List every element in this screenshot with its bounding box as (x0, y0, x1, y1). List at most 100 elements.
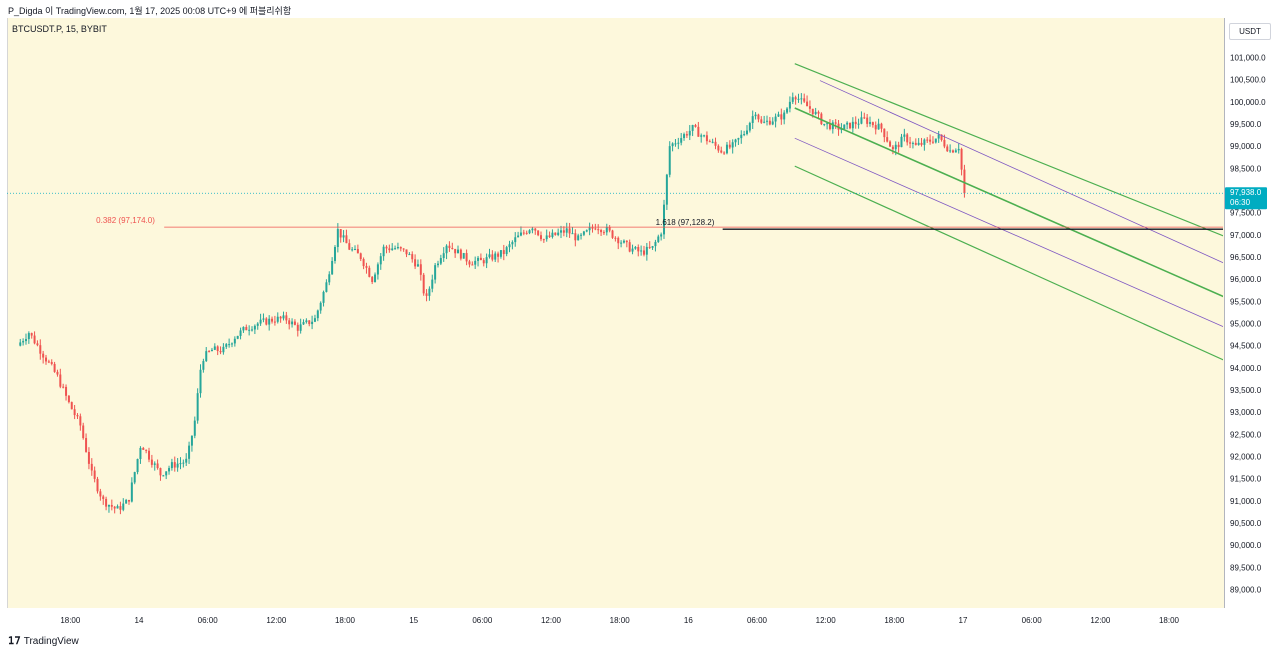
candle-body (176, 463, 179, 468)
candle-body (889, 141, 892, 147)
channel-median-lower-line (794, 137, 1223, 327)
candle-body (173, 462, 176, 468)
candle-body (24, 339, 27, 342)
candle-body (766, 120, 769, 122)
candle-body (188, 445, 191, 459)
candle-body (205, 351, 208, 362)
candle-body (705, 135, 708, 142)
candle-body (499, 250, 502, 257)
candle-body (757, 114, 760, 120)
candle-body (903, 134, 906, 137)
candle-body (834, 122, 837, 124)
candle-body (694, 124, 697, 127)
channel-upper-line (794, 63, 1223, 237)
candle-body (299, 324, 302, 331)
candle-body (680, 138, 683, 143)
y-tick-label: 89,500.0 (1230, 563, 1262, 572)
candle-body (877, 123, 880, 130)
candle-body (259, 319, 262, 324)
candle-body (800, 98, 803, 100)
candle-body (711, 141, 714, 143)
candle-body (614, 237, 617, 239)
candle-body (39, 345, 42, 354)
candle-body (763, 121, 766, 123)
candle-body (345, 235, 348, 244)
candle-body (296, 324, 299, 331)
candle-body (909, 142, 912, 144)
currency-button[interactable]: USDT (1229, 23, 1271, 40)
candle-body (811, 108, 814, 115)
candle-body (783, 112, 786, 120)
candle-body (806, 101, 809, 107)
candle-body (133, 472, 136, 483)
candle-body (411, 254, 414, 260)
candle-body (313, 318, 316, 322)
candle-body (914, 142, 917, 145)
symbol-label[interactable]: BTCUSDT.P, 15, BYBIT (12, 24, 107, 34)
candle-body (505, 247, 508, 255)
candle-body (537, 230, 540, 236)
candle-body (531, 228, 534, 231)
y-tick-label: 99,500.0 (1230, 120, 1262, 129)
candle-body (165, 471, 168, 476)
candle-body (156, 463, 159, 469)
candle-body (85, 438, 88, 452)
candle-body (874, 125, 877, 130)
channel-mid-line (794, 107, 1223, 298)
current-price-badge (1225, 187, 1267, 210)
candle-body (245, 326, 248, 331)
candle-body (27, 333, 30, 340)
candle-body (434, 265, 437, 280)
candle-body (760, 119, 763, 123)
candle-body (388, 248, 391, 251)
candle-body (843, 124, 846, 130)
candle-body (754, 114, 757, 117)
candle-body (731, 142, 734, 148)
candle-body (79, 416, 82, 426)
x-tick-label: 06:00 (1022, 616, 1043, 625)
candle-body (230, 343, 233, 345)
candle-body (751, 116, 754, 123)
candle-body (600, 229, 603, 233)
candle-body (208, 351, 211, 353)
candle-body (213, 346, 216, 350)
candle-body (814, 111, 817, 115)
candle-body (857, 123, 860, 125)
candle-body (379, 256, 382, 265)
x-tick-label: 18:00 (610, 616, 631, 625)
candle-body (934, 138, 937, 143)
candle-body (33, 335, 36, 344)
candle-body (700, 135, 703, 137)
candle-body (551, 232, 554, 238)
candle-body (620, 242, 623, 244)
candle-body (846, 122, 849, 125)
x-tick-label: 14 (135, 616, 144, 625)
candle-body (368, 267, 371, 277)
candle-body (554, 232, 557, 235)
candle-body (894, 144, 897, 150)
candle-body (431, 279, 434, 289)
candle-body (394, 248, 397, 250)
candle-body (545, 235, 548, 240)
candle-body (65, 386, 68, 396)
y-tick-label: 95,500.0 (1230, 297, 1262, 306)
candle-body (331, 260, 334, 275)
price-axis[interactable] (1224, 18, 1280, 608)
candle-body (565, 228, 568, 233)
candle-body (116, 506, 119, 509)
candle-body (866, 117, 869, 124)
time-axis[interactable] (7, 608, 1224, 632)
candle-body (99, 491, 102, 497)
fib-level-label: 0.382 (97,174.0) (96, 216, 155, 225)
candle-body (642, 250, 645, 255)
tradingview-logo[interactable]: 𝟣𝟩 TradingView (8, 636, 79, 647)
candle-body (30, 333, 33, 336)
candle-body (525, 232, 528, 234)
candle-body (831, 122, 834, 130)
candle-body (557, 232, 560, 235)
y-tick-label: 92,500.0 (1230, 430, 1262, 439)
candle-body (419, 264, 422, 275)
candle-body (445, 245, 448, 254)
candle-body (291, 321, 294, 325)
candle-body (685, 134, 688, 136)
